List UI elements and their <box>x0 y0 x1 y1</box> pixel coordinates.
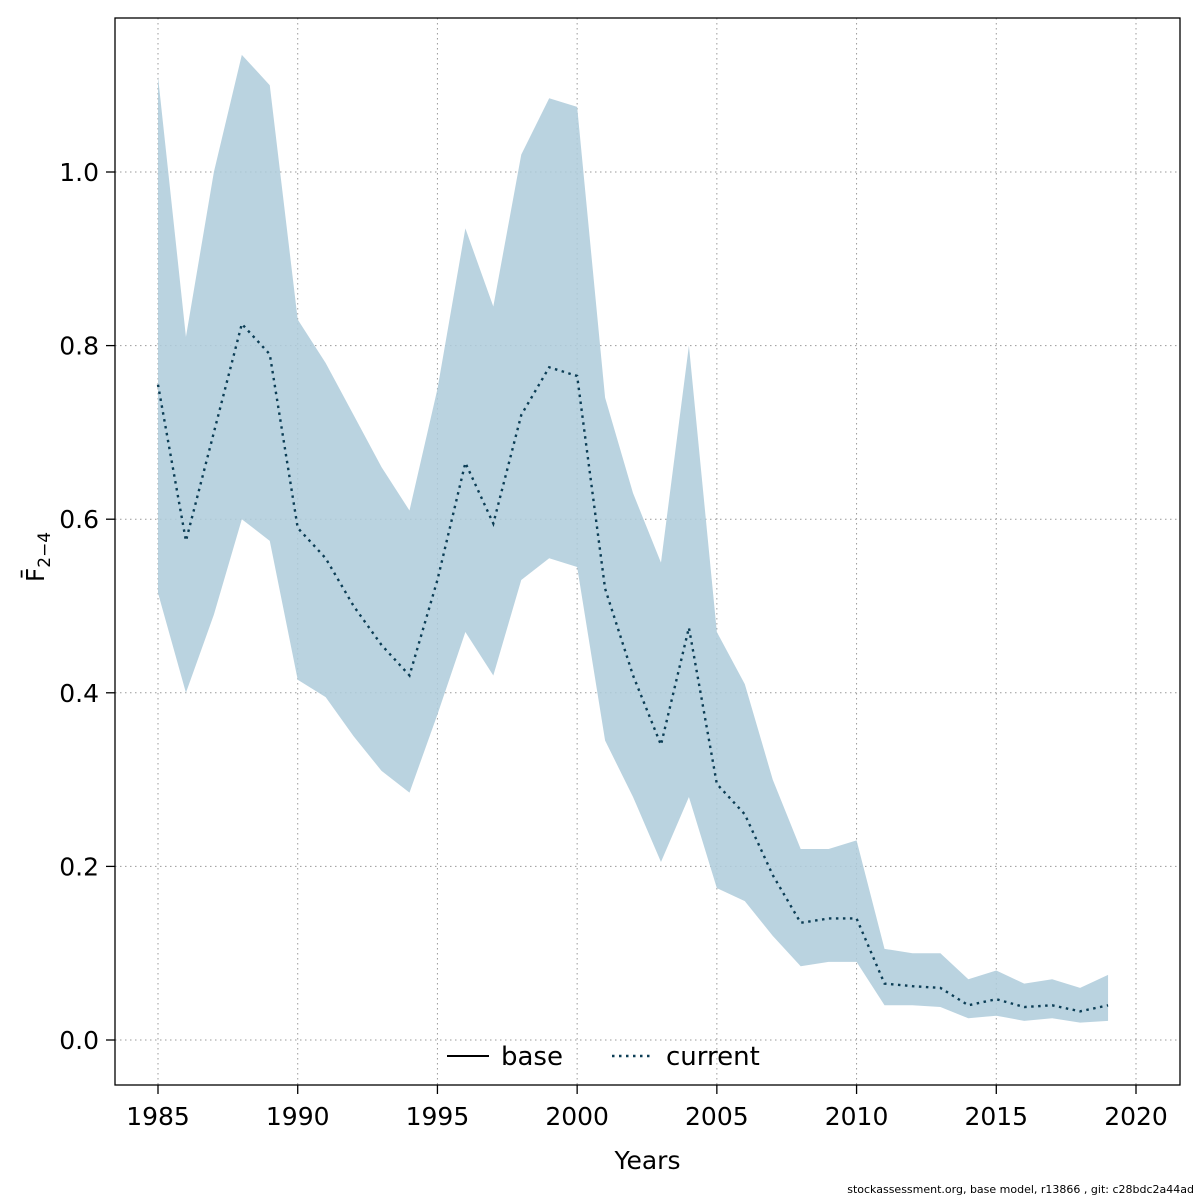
footer-note: stockassessment.org, base model, r13866 … <box>847 1183 1194 1196</box>
confidence-band <box>158 54 1109 1023</box>
y-tick-label: 0.6 <box>59 505 99 534</box>
x-tick-label: 2005 <box>685 1102 749 1131</box>
x-axis-label: Years <box>614 1146 681 1175</box>
x-tick-label: 2015 <box>964 1102 1028 1131</box>
y-axis-label-sub: 2−4 <box>35 531 55 568</box>
x-tick-label: 1990 <box>266 1102 330 1131</box>
x-tick-labels: 1985 1990 1995 2000 2005 2010 2015 2020 <box>126 1102 1168 1131</box>
y-axis-label: F̄2−4 <box>21 532 55 582</box>
legend-base-label: base <box>501 1042 563 1072</box>
y-tick-labels: 0.0 0.2 0.4 0.6 0.8 1.0 <box>59 158 99 1055</box>
y-tick-label: 0.0 <box>59 1026 99 1055</box>
y-tick-label: 0.8 <box>59 332 99 361</box>
x-tick-label: 2020 <box>1104 1102 1168 1131</box>
x-tick-label: 1995 <box>406 1102 470 1131</box>
x-tick-label: 2000 <box>545 1102 609 1131</box>
plot-border <box>114 17 1181 1086</box>
y-axis-label-f: F̄ <box>21 567 50 583</box>
axis-ticks <box>106 171 1137 1094</box>
x-tick-label: 1985 <box>126 1102 190 1131</box>
legend: base current <box>447 1042 760 1072</box>
legend-current-label: current <box>666 1042 760 1072</box>
y-tick-label: 1.0 <box>59 158 99 187</box>
y-tick-label: 0.2 <box>59 852 99 881</box>
x-tick-label: 2010 <box>825 1102 889 1131</box>
y-tick-label: 0.4 <box>59 679 99 708</box>
